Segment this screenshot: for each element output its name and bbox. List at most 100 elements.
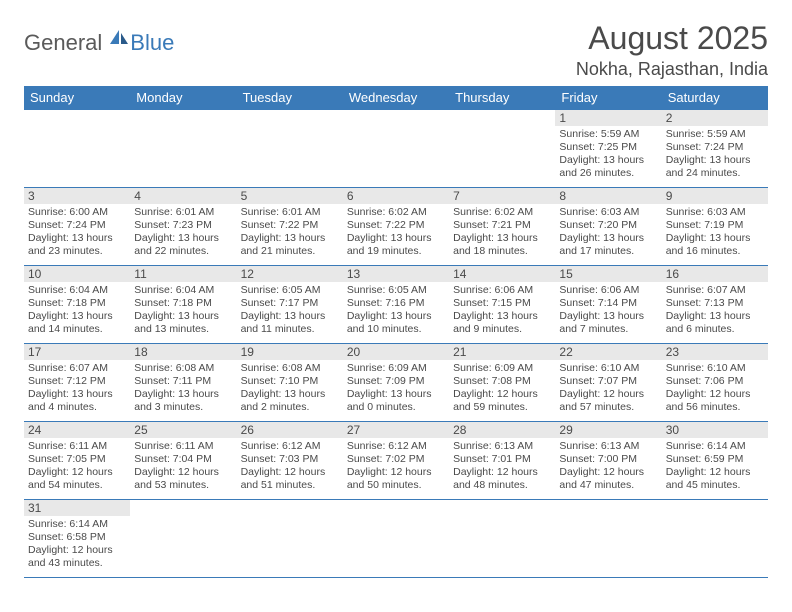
sunset-text: Sunset: 7:08 PM [453,375,551,388]
day-details: Sunrise: 6:06 AMSunset: 7:15 PMDaylight:… [449,282,555,341]
sunrise-text: Sunrise: 6:03 AM [559,206,657,219]
calendar-empty-cell [449,500,555,578]
sunset-text: Sunset: 7:17 PM [241,297,339,310]
sunrise-text: Sunrise: 6:12 AM [241,440,339,453]
calendar-week-row: 24Sunrise: 6:11 AMSunset: 7:05 PMDayligh… [24,422,768,500]
daylight-text: Daylight: 13 hours and 23 minutes. [28,232,126,258]
sunset-text: Sunset: 6:58 PM [28,531,126,544]
day-number: 4 [130,188,236,204]
daylight-text: Daylight: 13 hours and 24 minutes. [666,154,764,180]
sunset-text: Sunset: 7:25 PM [559,141,657,154]
calendar-body: 1Sunrise: 5:59 AMSunset: 7:25 PMDaylight… [24,110,768,578]
logo-text-general: General [24,30,102,56]
daylight-text: Daylight: 12 hours and 59 minutes. [453,388,551,414]
sunrise-text: Sunrise: 6:13 AM [453,440,551,453]
day-number: 12 [237,266,343,282]
calendar-day-cell: 4Sunrise: 6:01 AMSunset: 7:23 PMDaylight… [130,188,236,266]
daylight-text: Daylight: 12 hours and 57 minutes. [559,388,657,414]
daylight-text: Daylight: 13 hours and 3 minutes. [134,388,232,414]
day-number: 29 [555,422,661,438]
calendar-empty-cell [237,110,343,188]
day-number: 3 [24,188,130,204]
calendar-day-cell: 24Sunrise: 6:11 AMSunset: 7:05 PMDayligh… [24,422,130,500]
calendar-table: SundayMondayTuesdayWednesdayThursdayFrid… [24,86,768,578]
location-text: Nokha, Rajasthan, India [576,59,768,80]
daylight-text: Daylight: 13 hours and 21 minutes. [241,232,339,258]
day-details: Sunrise: 6:12 AMSunset: 7:03 PMDaylight:… [237,438,343,497]
day-number: 14 [449,266,555,282]
sunset-text: Sunset: 7:02 PM [347,453,445,466]
daylight-text: Daylight: 13 hours and 2 minutes. [241,388,339,414]
day-details: Sunrise: 6:10 AMSunset: 7:06 PMDaylight:… [662,360,768,419]
sunrise-text: Sunrise: 6:08 AM [241,362,339,375]
daylight-text: Daylight: 13 hours and 9 minutes. [453,310,551,336]
day-details: Sunrise: 6:02 AMSunset: 7:22 PMDaylight:… [343,204,449,263]
sunrise-text: Sunrise: 6:10 AM [666,362,764,375]
logo: General Blue [24,28,174,57]
daylight-text: Daylight: 12 hours and 45 minutes. [666,466,764,492]
sunset-text: Sunset: 7:09 PM [347,375,445,388]
sunset-text: Sunset: 7:15 PM [453,297,551,310]
weekday-header: Wednesday [343,86,449,110]
sunrise-text: Sunrise: 6:06 AM [453,284,551,297]
day-number: 5 [237,188,343,204]
sunrise-text: Sunrise: 6:03 AM [666,206,764,219]
weekday-header: Tuesday [237,86,343,110]
day-number: 6 [343,188,449,204]
day-number: 7 [449,188,555,204]
sunrise-text: Sunrise: 6:02 AM [453,206,551,219]
logo-text-blue: Blue [130,30,174,56]
calendar-day-cell: 23Sunrise: 6:10 AMSunset: 7:06 PMDayligh… [662,344,768,422]
calendar-week-row: 3Sunrise: 6:00 AMSunset: 7:24 PMDaylight… [24,188,768,266]
day-number: 23 [662,344,768,360]
sunrise-text: Sunrise: 6:04 AM [134,284,232,297]
sunset-text: Sunset: 7:21 PM [453,219,551,232]
day-details: Sunrise: 6:12 AMSunset: 7:02 PMDaylight:… [343,438,449,497]
weekday-header: Thursday [449,86,555,110]
day-details: Sunrise: 6:05 AMSunset: 7:16 PMDaylight:… [343,282,449,341]
sunset-text: Sunset: 7:10 PM [241,375,339,388]
day-number: 30 [662,422,768,438]
day-number: 13 [343,266,449,282]
sunset-text: Sunset: 7:14 PM [559,297,657,310]
day-number: 31 [24,500,130,516]
calendar-day-cell: 13Sunrise: 6:05 AMSunset: 7:16 PMDayligh… [343,266,449,344]
day-number: 27 [343,422,449,438]
sunset-text: Sunset: 7:16 PM [347,297,445,310]
calendar-empty-cell [237,500,343,578]
calendar-day-cell: 19Sunrise: 6:08 AMSunset: 7:10 PMDayligh… [237,344,343,422]
calendar-day-cell: 30Sunrise: 6:14 AMSunset: 6:59 PMDayligh… [662,422,768,500]
sunset-text: Sunset: 7:13 PM [666,297,764,310]
day-number: 11 [130,266,236,282]
sunrise-text: Sunrise: 6:14 AM [666,440,764,453]
daylight-text: Daylight: 13 hours and 16 minutes. [666,232,764,258]
weekday-header: Monday [130,86,236,110]
calendar-day-cell: 28Sunrise: 6:13 AMSunset: 7:01 PMDayligh… [449,422,555,500]
sunset-text: Sunset: 7:24 PM [28,219,126,232]
calendar-day-cell: 31Sunrise: 6:14 AMSunset: 6:58 PMDayligh… [24,500,130,578]
day-details: Sunrise: 6:01 AMSunset: 7:22 PMDaylight:… [237,204,343,263]
sunrise-text: Sunrise: 6:07 AM [666,284,764,297]
calendar-day-cell: 5Sunrise: 6:01 AMSunset: 7:22 PMDaylight… [237,188,343,266]
daylight-text: Daylight: 13 hours and 19 minutes. [347,232,445,258]
weekday-header-row: SundayMondayTuesdayWednesdayThursdayFrid… [24,86,768,110]
daylight-text: Daylight: 13 hours and 11 minutes. [241,310,339,336]
calendar-day-cell: 20Sunrise: 6:09 AMSunset: 7:09 PMDayligh… [343,344,449,422]
day-details: Sunrise: 6:05 AMSunset: 7:17 PMDaylight:… [237,282,343,341]
sunrise-text: Sunrise: 6:09 AM [347,362,445,375]
calendar-day-cell: 14Sunrise: 6:06 AMSunset: 7:15 PMDayligh… [449,266,555,344]
day-number: 22 [555,344,661,360]
sunset-text: Sunset: 7:24 PM [666,141,764,154]
day-number: 28 [449,422,555,438]
daylight-text: Daylight: 12 hours and 56 minutes. [666,388,764,414]
day-details: Sunrise: 6:08 AMSunset: 7:11 PMDaylight:… [130,360,236,419]
daylight-text: Daylight: 13 hours and 10 minutes. [347,310,445,336]
calendar-week-row: 17Sunrise: 6:07 AMSunset: 7:12 PMDayligh… [24,344,768,422]
day-number: 10 [24,266,130,282]
calendar-week-row: 31Sunrise: 6:14 AMSunset: 6:58 PMDayligh… [24,500,768,578]
day-details: Sunrise: 6:01 AMSunset: 7:23 PMDaylight:… [130,204,236,263]
day-details: Sunrise: 6:00 AMSunset: 7:24 PMDaylight:… [24,204,130,263]
day-details: Sunrise: 6:09 AMSunset: 7:08 PMDaylight:… [449,360,555,419]
sunrise-text: Sunrise: 6:05 AM [347,284,445,297]
calendar-day-cell: 12Sunrise: 6:05 AMSunset: 7:17 PMDayligh… [237,266,343,344]
